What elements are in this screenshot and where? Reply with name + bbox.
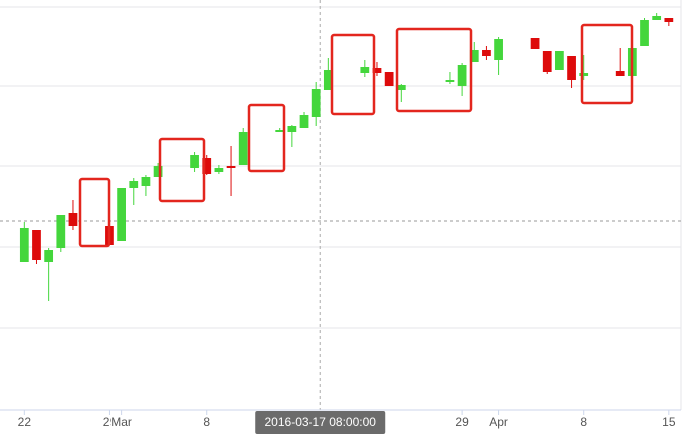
candle-body: [311, 89, 321, 117]
candle-body: [299, 115, 309, 128]
x-tick-label: Apr: [489, 415, 508, 429]
grid: [0, 0, 682, 410]
candle-body: [445, 80, 455, 82]
candle-body: [396, 85, 406, 90]
x-tick-label: 15: [662, 415, 676, 429]
candle-body: [530, 38, 540, 49]
x-tick-label: Mar: [111, 415, 132, 429]
candle-body: [372, 68, 382, 73]
candle-body: [44, 250, 54, 262]
crosshair-label: 2016-03-17 08:00:00: [265, 415, 377, 429]
candle-body: [384, 72, 394, 86]
candle-body: [68, 213, 78, 226]
candle-body: [652, 16, 662, 20]
candle-body: [275, 130, 285, 132]
candle-body: [238, 132, 248, 165]
candle-body: [579, 73, 589, 76]
candle-body: [56, 215, 66, 248]
highlight-box: [580, 23, 634, 105]
candle-body: [542, 51, 552, 72]
candle-body: [555, 51, 564, 70]
candle-body: [202, 158, 212, 174]
candle-body: [214, 168, 224, 172]
candle-body: [32, 230, 41, 260]
candle-body: [129, 181, 139, 188]
candle-body: [615, 71, 625, 76]
candles: [19, 13, 674, 301]
candle-body: [567, 56, 576, 80]
highlight-box: [78, 177, 111, 248]
candle-body: [226, 166, 236, 168]
candle-body: [664, 18, 674, 22]
x-tick-label: 8: [203, 415, 210, 429]
candle-body: [190, 155, 199, 168]
x-tick-label: 29: [103, 415, 117, 429]
x-tick-label: 22: [18, 415, 32, 429]
crosshair-label-bg: [255, 411, 386, 434]
x-tick-label: 29: [455, 415, 469, 429]
candle-body: [323, 70, 333, 90]
candle-body: [640, 20, 649, 46]
candle-body: [287, 126, 297, 132]
candle-body: [19, 228, 29, 262]
candle-body: [494, 39, 503, 60]
candle-body: [457, 65, 467, 86]
highlight-box: [395, 27, 473, 113]
highlight-box: [158, 137, 206, 203]
highlight-box: [330, 33, 376, 116]
candle-body: [153, 166, 163, 177]
candle-body: [117, 188, 126, 241]
highlight-box: [247, 103, 286, 173]
x-tick-label: 8: [580, 415, 587, 429]
highlight-boxes: [78, 23, 634, 248]
candle-body: [469, 50, 479, 62]
candle-body: [482, 50, 491, 56]
candle-body: [141, 177, 151, 186]
candle-body: [360, 67, 370, 73]
